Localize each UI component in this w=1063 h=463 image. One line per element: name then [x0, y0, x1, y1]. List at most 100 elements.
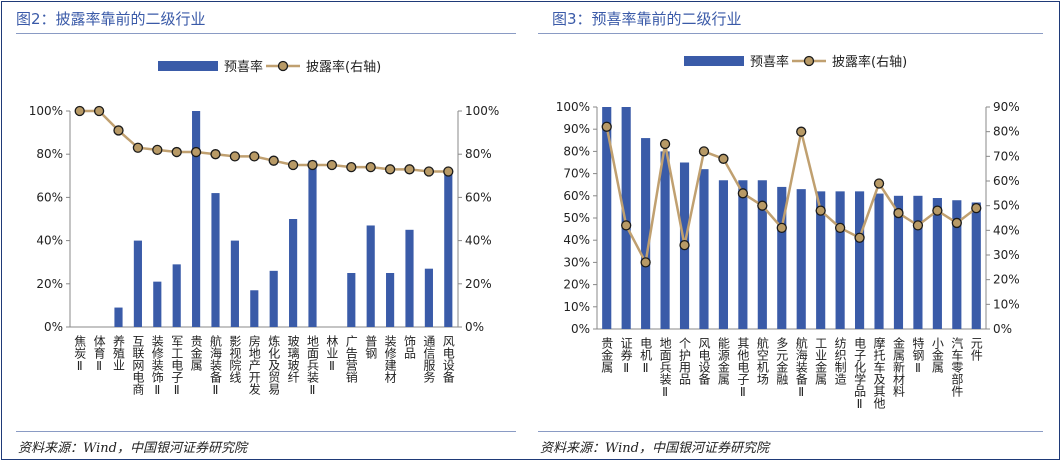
right-chart-category-label: 电子化学品Ⅱ — [853, 337, 867, 411]
left-chart-line-point — [113, 125, 124, 136]
right-source-rule — [538, 431, 1043, 432]
left-chart-bar — [114, 307, 123, 327]
right-chart-line-point — [640, 257, 651, 268]
left-chart-category-label: 炼化及贸易 — [267, 334, 281, 396]
left-chart-bar — [192, 111, 201, 327]
left-chart-left-tick-label: 100% — [29, 104, 63, 118]
left-chart-line-point — [249, 151, 260, 162]
left-chart-category-label: 焦炭Ⅱ — [73, 335, 87, 373]
left-chart-bar — [308, 160, 317, 327]
right-chart-line-point — [796, 126, 807, 137]
left-chart-line-series — [79, 109, 449, 173]
right-chart-category-label: 航海装备Ⅱ — [794, 336, 808, 399]
left-chart-category-label: 饰品 — [403, 335, 417, 359]
right-chart-line-point — [815, 205, 826, 216]
left-chart-line-point — [74, 105, 85, 117]
right-chart-bar — [971, 202, 981, 329]
right-chart-left-tick-label: 50% — [563, 211, 590, 225]
left-chart-line-point — [132, 142, 144, 153]
left-chart-bar — [444, 171, 453, 327]
right-chart-line-point — [679, 239, 690, 251]
left-chart-legend-line-marker — [277, 60, 289, 72]
right-chart-line-point — [893, 207, 904, 219]
left-chart-bar — [386, 273, 395, 327]
right-chart-category-label: 纺织制造 — [833, 337, 847, 385]
left-chart-right-tick-label: 0% — [465, 320, 484, 334]
right-chart-legend-line-marker — [803, 55, 815, 67]
right-chart-bar — [874, 193, 884, 329]
left-chart-line-point — [384, 164, 396, 175]
right-chart-legend-line-label: 披露率(右轴) — [832, 54, 907, 70]
left-chart-left-tick-label: 80% — [36, 147, 63, 161]
left-chart-category-label: 风电设备 — [441, 335, 455, 384]
left-chart-line-point — [93, 105, 105, 117]
left-chart-right-tick-label: 60% — [465, 190, 492, 204]
left-chart-category-label: 贵金属 — [189, 335, 203, 372]
right-chart-title: 图3：预喜率靠前的二级行业 — [552, 10, 742, 28]
right-chart-line-point — [621, 220, 632, 231]
left-chart-bar — [405, 229, 414, 327]
right-chart-bar — [718, 180, 728, 329]
right-chart-bar — [855, 191, 865, 329]
right-chart-category-label: 证券Ⅱ — [619, 337, 633, 375]
right-chart-bar — [757, 180, 767, 329]
right-chart-left-tick-label: 80% — [563, 144, 590, 158]
left-chart-left-tick-label: 60% — [36, 190, 63, 204]
right-source-note: 资料来源：Wind，中国银河证券研究院 — [540, 441, 769, 456]
right-chart-line-point — [912, 220, 924, 231]
right-chart-bar — [913, 195, 923, 329]
left-chart-bar — [172, 264, 181, 327]
right-chart-line-point — [776, 222, 787, 234]
left-chart-title: 图2：披露率靠前的二级行业 — [16, 10, 206, 28]
right-chart-legend-bar-label: 预喜率 — [750, 54, 789, 70]
left-chart-category-label: 养殖业 — [112, 334, 126, 371]
left-chart-line-point — [404, 164, 415, 175]
left-chart-category-label: 体育Ⅱ — [92, 335, 106, 373]
right-chart-left-tick-label: 60% — [563, 189, 590, 203]
left-chart-line-point — [423, 166, 435, 177]
right-chart-line-point — [737, 188, 749, 199]
right-chart-right-tick-label: 10% — [993, 297, 1020, 311]
left-chart-bar — [133, 240, 142, 327]
right-chart-right-tick-label: 20% — [993, 273, 1020, 287]
right-chart-right-tick-label: 0% — [993, 322, 1012, 336]
right-chart-line-point — [659, 138, 671, 150]
left-chart-line-point — [326, 159, 338, 171]
left-chart-category-label: 房地产开发 — [247, 334, 261, 395]
left-chart-left-tick-label: 40% — [36, 234, 63, 248]
right-chart-bar — [816, 191, 826, 329]
right-chart-category-label: 汽车零部件 — [950, 336, 964, 397]
left-chart-bar — [347, 273, 356, 327]
right-chart-bar — [660, 151, 670, 329]
right-chart-line-point — [698, 146, 710, 157]
left-chart-category-label: 玻璃玻纤 — [286, 335, 300, 383]
right-chart-left-tick-label: 40% — [563, 233, 590, 247]
right-chart-line-point — [951, 217, 962, 229]
right-chart-right-tick-label: 80% — [993, 125, 1020, 139]
left-chart-legend-bar-swatch — [158, 61, 218, 71]
left-chart-category-label: 互联网电商 — [131, 335, 145, 396]
right-chart-category-label: 工业金属 — [814, 337, 828, 386]
left-chart-category-label: 普钢 — [364, 335, 378, 359]
left-chart-bar — [424, 268, 433, 327]
left-chart-line-point — [229, 151, 241, 162]
right-chart-category-label: 地面兵装Ⅱ — [658, 337, 672, 399]
left-chart-category-label: 地面兵装Ⅱ — [306, 335, 320, 397]
right-chart-right-tick-label: 50% — [993, 199, 1020, 213]
right-chart-category-label: 个护用品 — [678, 337, 692, 385]
right-chart-bar — [738, 180, 748, 329]
right-chart-category-label: 电机Ⅱ — [639, 337, 653, 375]
left-chart-right-tick-label: 100% — [465, 104, 499, 118]
right-chart-bar — [952, 200, 962, 329]
right-chart-category-label: 金属新材料 — [891, 336, 905, 397]
right-chart-line-point — [971, 202, 982, 214]
left-chart-category-label: 广告营销 — [344, 335, 358, 383]
left-chart-bar — [250, 290, 259, 327]
right-chart-left-tick-label: 90% — [563, 122, 590, 136]
left-chart-category-label: 装修建材 — [383, 335, 397, 383]
right-chart-category-label: 元件 — [969, 337, 983, 361]
right-chart-bar — [893, 195, 904, 329]
left-chart-bar — [269, 270, 278, 327]
right-chart-bar — [641, 138, 651, 329]
